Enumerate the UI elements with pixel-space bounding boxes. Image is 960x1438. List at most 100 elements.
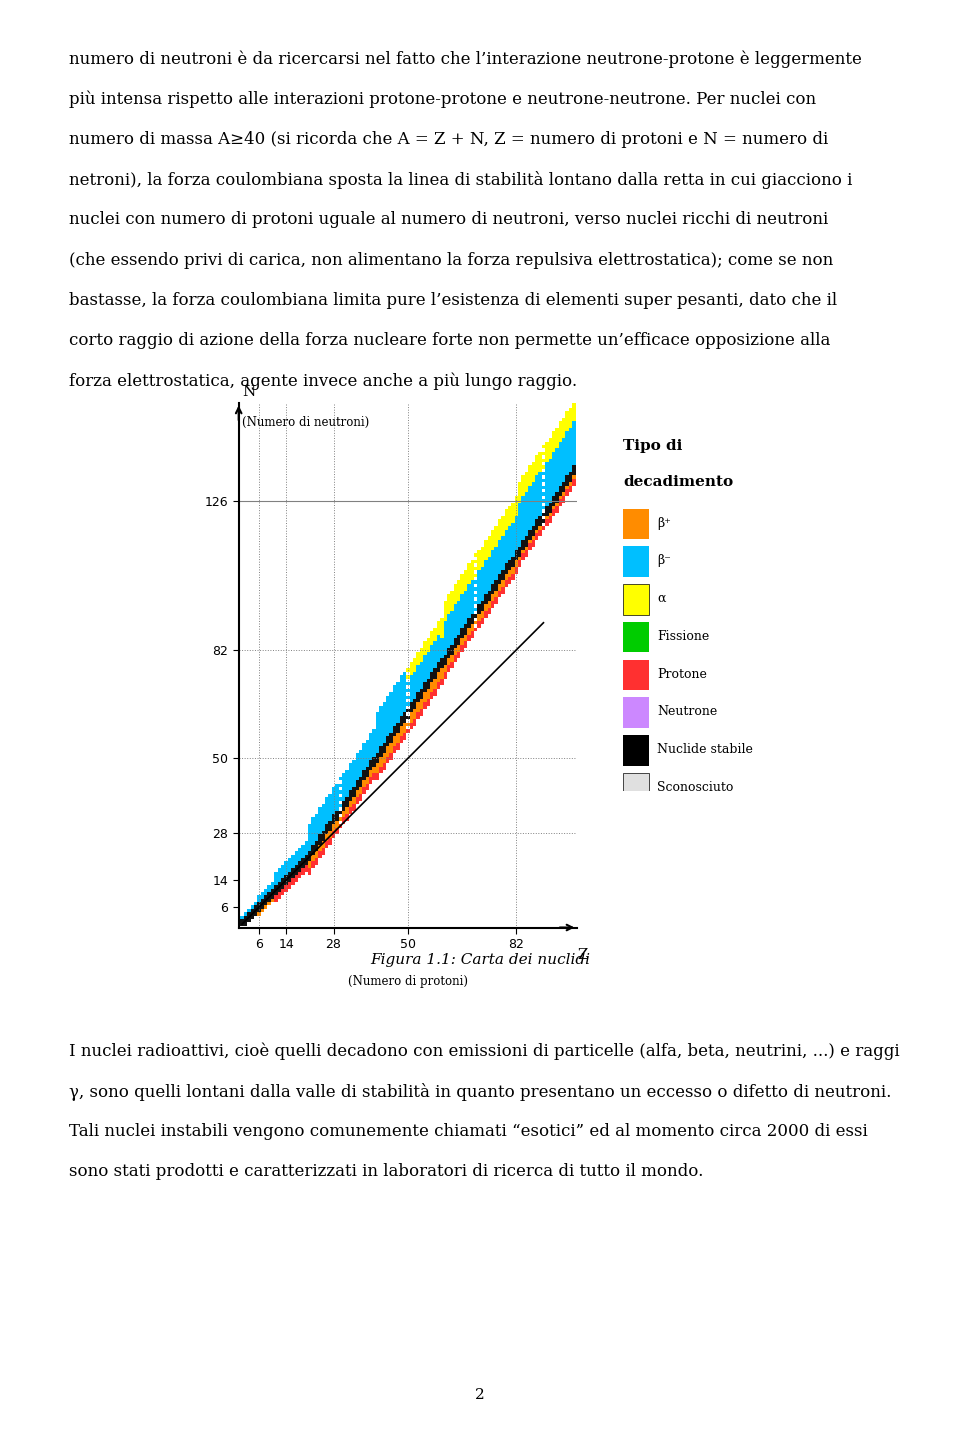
Bar: [335, 797, 339, 801]
Bar: [423, 644, 426, 649]
Bar: [396, 736, 399, 739]
Text: Fissione: Fissione: [658, 630, 709, 643]
Bar: [426, 669, 430, 672]
Bar: [339, 804, 342, 807]
Bar: [545, 449, 548, 452]
Bar: [559, 449, 562, 452]
Bar: [532, 544, 535, 546]
Bar: [623, 774, 649, 804]
Bar: [512, 539, 515, 544]
Bar: [477, 554, 481, 557]
Bar: [257, 906, 261, 909]
Bar: [328, 834, 332, 838]
Bar: [447, 641, 450, 644]
Bar: [298, 861, 301, 864]
Bar: [362, 746, 366, 749]
Bar: [420, 664, 423, 669]
Bar: [572, 469, 576, 472]
Bar: [623, 623, 649, 653]
Bar: [545, 516, 548, 519]
Bar: [505, 533, 508, 536]
Bar: [342, 804, 346, 807]
Bar: [518, 499, 521, 502]
Bar: [461, 649, 464, 651]
Bar: [461, 628, 464, 631]
Bar: [545, 482, 548, 486]
Bar: [420, 659, 423, 661]
Bar: [535, 519, 539, 523]
Bar: [281, 874, 284, 879]
Bar: [308, 854, 311, 858]
Bar: [555, 431, 559, 434]
Bar: [505, 561, 508, 564]
Bar: [454, 618, 457, 621]
Bar: [569, 486, 572, 489]
Bar: [501, 523, 505, 526]
Bar: [319, 831, 322, 834]
Bar: [501, 544, 505, 546]
Bar: [369, 733, 372, 736]
Bar: [457, 649, 461, 651]
Bar: [426, 682, 430, 686]
Bar: [474, 567, 477, 571]
Bar: [512, 571, 515, 574]
Bar: [477, 549, 481, 554]
Bar: [383, 709, 386, 712]
Bar: [555, 429, 559, 431]
Bar: [468, 567, 470, 571]
Bar: [488, 544, 491, 546]
Bar: [552, 479, 555, 482]
Bar: [298, 848, 301, 851]
Bar: [423, 659, 426, 661]
Bar: [339, 817, 342, 821]
Bar: [454, 659, 457, 661]
Bar: [352, 764, 355, 766]
Bar: [539, 499, 541, 502]
Bar: [399, 679, 403, 682]
Bar: [555, 489, 559, 492]
Bar: [470, 597, 474, 601]
Bar: [444, 611, 447, 614]
Bar: [325, 841, 328, 844]
Bar: [474, 587, 477, 591]
Bar: [497, 544, 501, 546]
Bar: [464, 594, 468, 597]
Bar: [484, 594, 488, 597]
Bar: [348, 797, 352, 801]
Bar: [403, 723, 406, 726]
Bar: [275, 879, 277, 881]
Bar: [437, 654, 441, 659]
Bar: [572, 462, 576, 466]
Bar: [468, 628, 470, 631]
Bar: [393, 692, 396, 696]
Bar: [366, 764, 369, 766]
Bar: [437, 638, 441, 641]
Bar: [335, 821, 339, 824]
Bar: [532, 533, 535, 536]
Bar: [447, 618, 450, 621]
Bar: [525, 486, 528, 489]
Bar: [403, 709, 406, 712]
Text: numero di neutroni è da ricercarsi nel fatto che l’interazione neutrone-protone : numero di neutroni è da ricercarsi nel f…: [69, 50, 862, 68]
Bar: [474, 621, 477, 624]
Bar: [437, 672, 441, 676]
Bar: [375, 736, 379, 739]
Bar: [454, 628, 457, 631]
Bar: [548, 456, 552, 459]
Bar: [505, 577, 508, 581]
Bar: [454, 594, 457, 597]
Bar: [518, 513, 521, 516]
Bar: [375, 759, 379, 764]
Bar: [444, 601, 447, 604]
Bar: [433, 634, 437, 638]
Bar: [525, 476, 528, 479]
Bar: [322, 807, 325, 811]
Bar: [369, 743, 372, 746]
Bar: [572, 449, 576, 452]
Bar: [521, 519, 525, 523]
Bar: [420, 696, 423, 699]
Bar: [545, 444, 548, 449]
Bar: [298, 869, 301, 871]
Bar: [423, 664, 426, 669]
Bar: [261, 892, 264, 896]
